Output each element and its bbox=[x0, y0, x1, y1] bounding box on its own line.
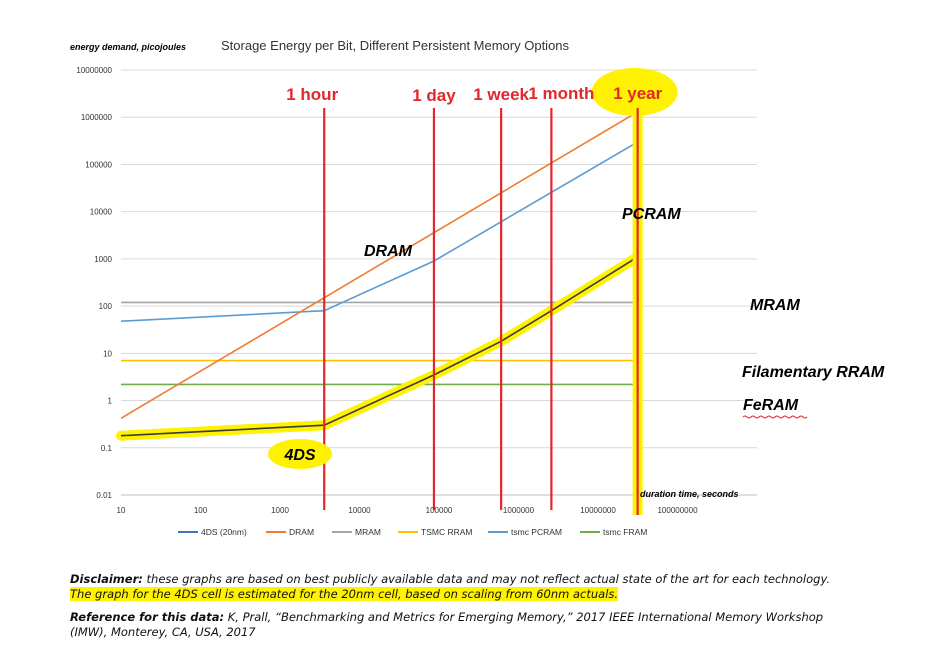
x-tick-label: 10000 bbox=[348, 506, 371, 515]
y-tick-label: 1000 bbox=[94, 255, 112, 264]
x-tick-label: 100000 bbox=[426, 506, 453, 515]
annotation-4ds: 4DS bbox=[283, 447, 315, 464]
disclaimer-label: Disclaimer: bbox=[70, 572, 143, 586]
tick-labels-layer: 0.01 0.1 1 10 100 1000 10000 100000 1000000 10000… bbox=[76, 66, 698, 515]
marker-label-1-hour: 1 hour bbox=[286, 85, 338, 104]
x-tick-label: 1000 bbox=[271, 506, 289, 515]
legend: 4DS (20nm) DRAM MRAM TSMC RRAM tsmc PCRAM tsm… bbox=[178, 527, 647, 537]
annotations-layer: DRAM PCRAM MRAM Filamentary RRAM FeRAM 4DS bbox=[268, 206, 885, 469]
annotation-filamentary-rram: Filamentary RRAM bbox=[742, 364, 885, 381]
x-tick-label: 100000000 bbox=[657, 506, 698, 515]
legend-label: tsmc PCRAM bbox=[511, 527, 562, 537]
year-label-highlight bbox=[591, 68, 678, 116]
series-line-dram bbox=[120, 111, 639, 419]
legend-label: 4DS (20nm) bbox=[201, 527, 247, 537]
annotation-mram: MRAM bbox=[750, 297, 800, 314]
y-tick-label: 1000000 bbox=[81, 113, 113, 122]
legend-label: TSMC RRAM bbox=[421, 527, 472, 537]
time-markers-layer: 1 hour 1 day 1 week 1 month 1 year bbox=[286, 68, 678, 515]
disclaimer-highlight: The graph for the 4DS cell is estimated … bbox=[70, 587, 619, 601]
reference: Reference for this data: K, Prall, “Benc… bbox=[70, 610, 830, 640]
series-line-tsmc-pcram bbox=[120, 141, 639, 322]
annotation-feram: FeRAM bbox=[743, 397, 799, 414]
x-tick-label: 100 bbox=[194, 506, 208, 515]
y-tick-label: 10000000 bbox=[76, 66, 112, 75]
annotation-pcram: PCRAM bbox=[622, 206, 681, 223]
x-tick-label: 1000000 bbox=[503, 506, 535, 515]
x-tick-label: 10000000 bbox=[580, 506, 616, 515]
legend-label: DRAM bbox=[289, 527, 314, 537]
y-tick-label: 0.01 bbox=[96, 491, 112, 500]
reference-label: Reference for this data: bbox=[70, 610, 225, 624]
disclaimer: Disclaimer: these graphs are based on be… bbox=[70, 572, 870, 602]
y-tick-label: 100000 bbox=[85, 160, 112, 169]
marker-label-1-day: 1 day bbox=[412, 86, 456, 105]
marker-label-1-month: 1 month bbox=[528, 84, 594, 103]
y-tick-label: 10000 bbox=[90, 208, 113, 217]
disclaimer-text: these graphs are based on best publicly … bbox=[142, 572, 831, 586]
feram-spellcheck-underline bbox=[742, 415, 808, 419]
legend-label: tsmc FRAM bbox=[603, 527, 647, 537]
legend-label: MRAM bbox=[355, 527, 381, 537]
series-highlight-4ds bbox=[116, 251, 643, 441]
annotation-dram: DRAM bbox=[364, 243, 413, 260]
annotation-4ds-highlight bbox=[268, 439, 332, 469]
reference-text: K, Prall, “Benchmarking and Metrics for … bbox=[70, 610, 824, 639]
y-tick-label: 10 bbox=[103, 349, 112, 358]
x-tick-label: 10 bbox=[117, 506, 126, 515]
series-layer bbox=[116, 111, 643, 441]
x-axis-label: duration time, seconds bbox=[640, 489, 739, 499]
y-tick-label: 1 bbox=[108, 397, 113, 406]
y-tick-label: 0.1 bbox=[101, 444, 113, 453]
y-tick-label: 100 bbox=[99, 302, 113, 311]
chart-title: Storage Energy per Bit, Different Persis… bbox=[221, 38, 570, 53]
series-line-4ds bbox=[120, 256, 639, 437]
y-axis-label: energy demand, picojoules bbox=[70, 42, 186, 52]
marker-label-1-week: 1 week bbox=[473, 85, 529, 104]
marker-label-1-year: 1 year bbox=[613, 84, 663, 103]
